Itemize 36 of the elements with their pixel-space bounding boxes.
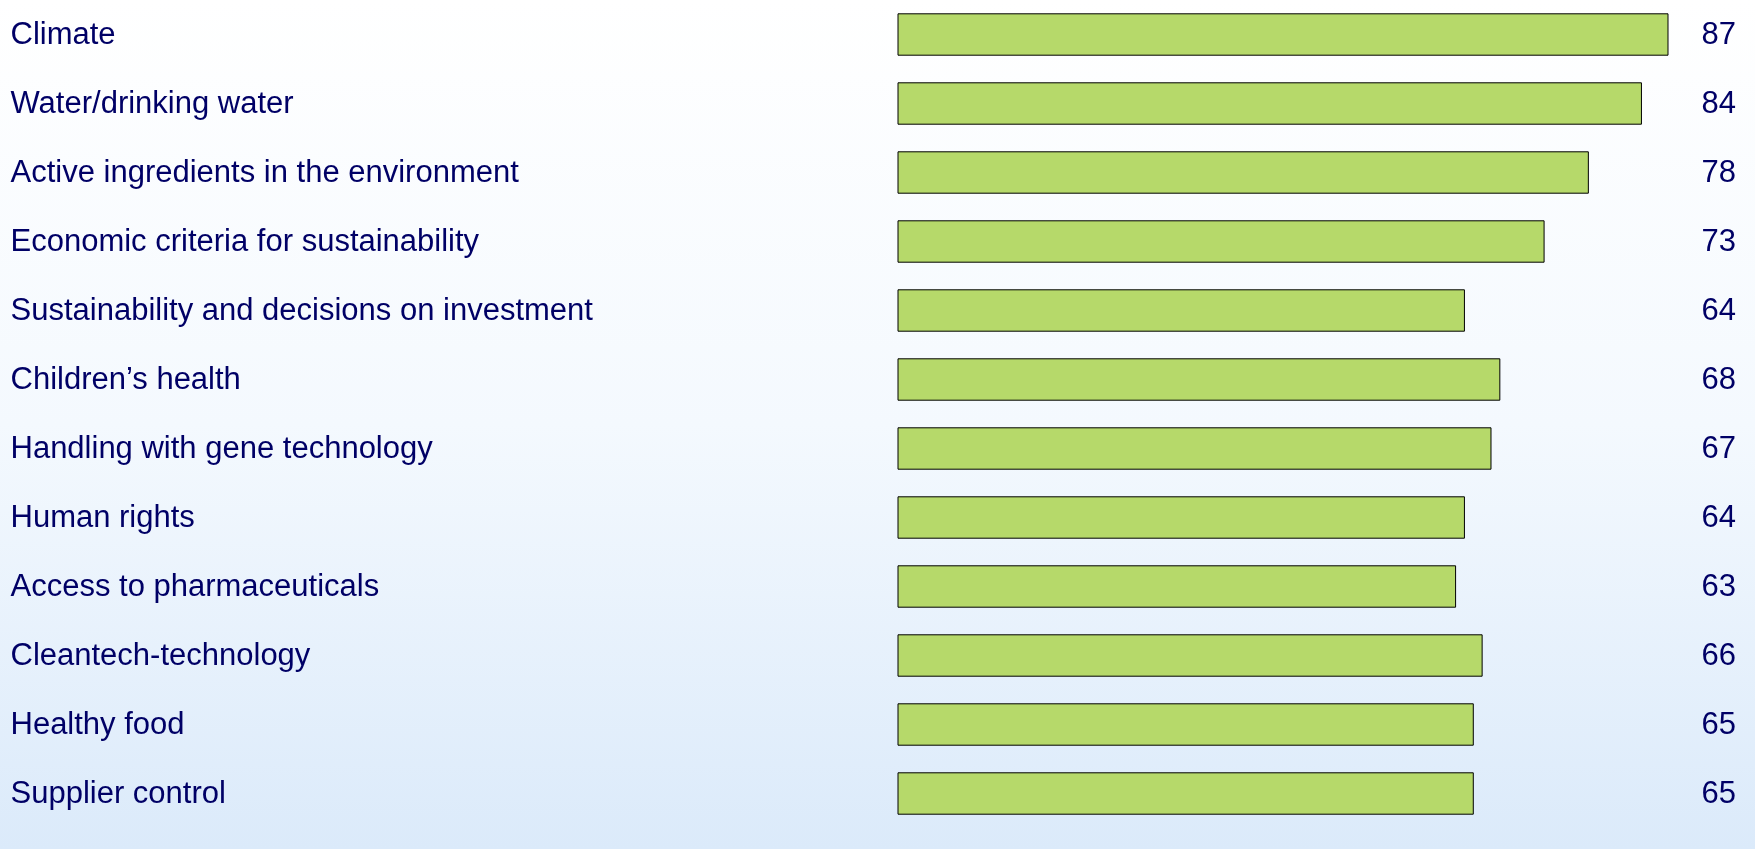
y-tick-label: Access to pharmaceuticals (10, 567, 380, 603)
data-label: 68 (1701, 360, 1736, 396)
bar (897, 151, 1589, 194)
bar (897, 82, 1642, 125)
bar (897, 565, 1457, 608)
y-tick-label: Human rights (10, 498, 195, 534)
y-tick-label: Handling with gene technology (10, 429, 434, 465)
bar (897, 220, 1545, 263)
data-label: 65 (1701, 705, 1736, 741)
y-tick-label: Supplier control (10, 774, 226, 810)
y-tick-label: Water/drinking water (10, 84, 294, 120)
y-tick-label: Healthy food (10, 705, 185, 741)
data-label: 73 (1701, 222, 1736, 258)
y-tick-label: Children’s health (10, 360, 241, 396)
bar (897, 496, 1465, 539)
y-tick-label: Economic criteria for sustainability (10, 222, 480, 258)
y-tick-label: Cleantech-technology (10, 636, 311, 672)
data-label: 64 (1701, 291, 1736, 327)
data-label: 84 (1701, 84, 1736, 120)
bar (897, 427, 1492, 470)
data-label: 63 (1701, 567, 1736, 603)
data-label: 64 (1701, 498, 1736, 534)
bar (897, 358, 1501, 401)
y-tick-label: Active ingredients in the environment (10, 153, 520, 189)
bar (897, 289, 1465, 332)
data-label: 78 (1701, 153, 1736, 189)
bar (897, 634, 1483, 677)
data-label: 67 (1701, 429, 1736, 465)
y-tick-label: Climate (10, 15, 116, 51)
bar (897, 772, 1474, 815)
data-label: 66 (1701, 636, 1736, 672)
bar (897, 13, 1669, 56)
bar (897, 703, 1474, 746)
data-label: 87 (1701, 15, 1736, 51)
y-tick-label: Sustainability and decisions on investment (10, 291, 594, 327)
data-label: 65 (1701, 774, 1736, 810)
